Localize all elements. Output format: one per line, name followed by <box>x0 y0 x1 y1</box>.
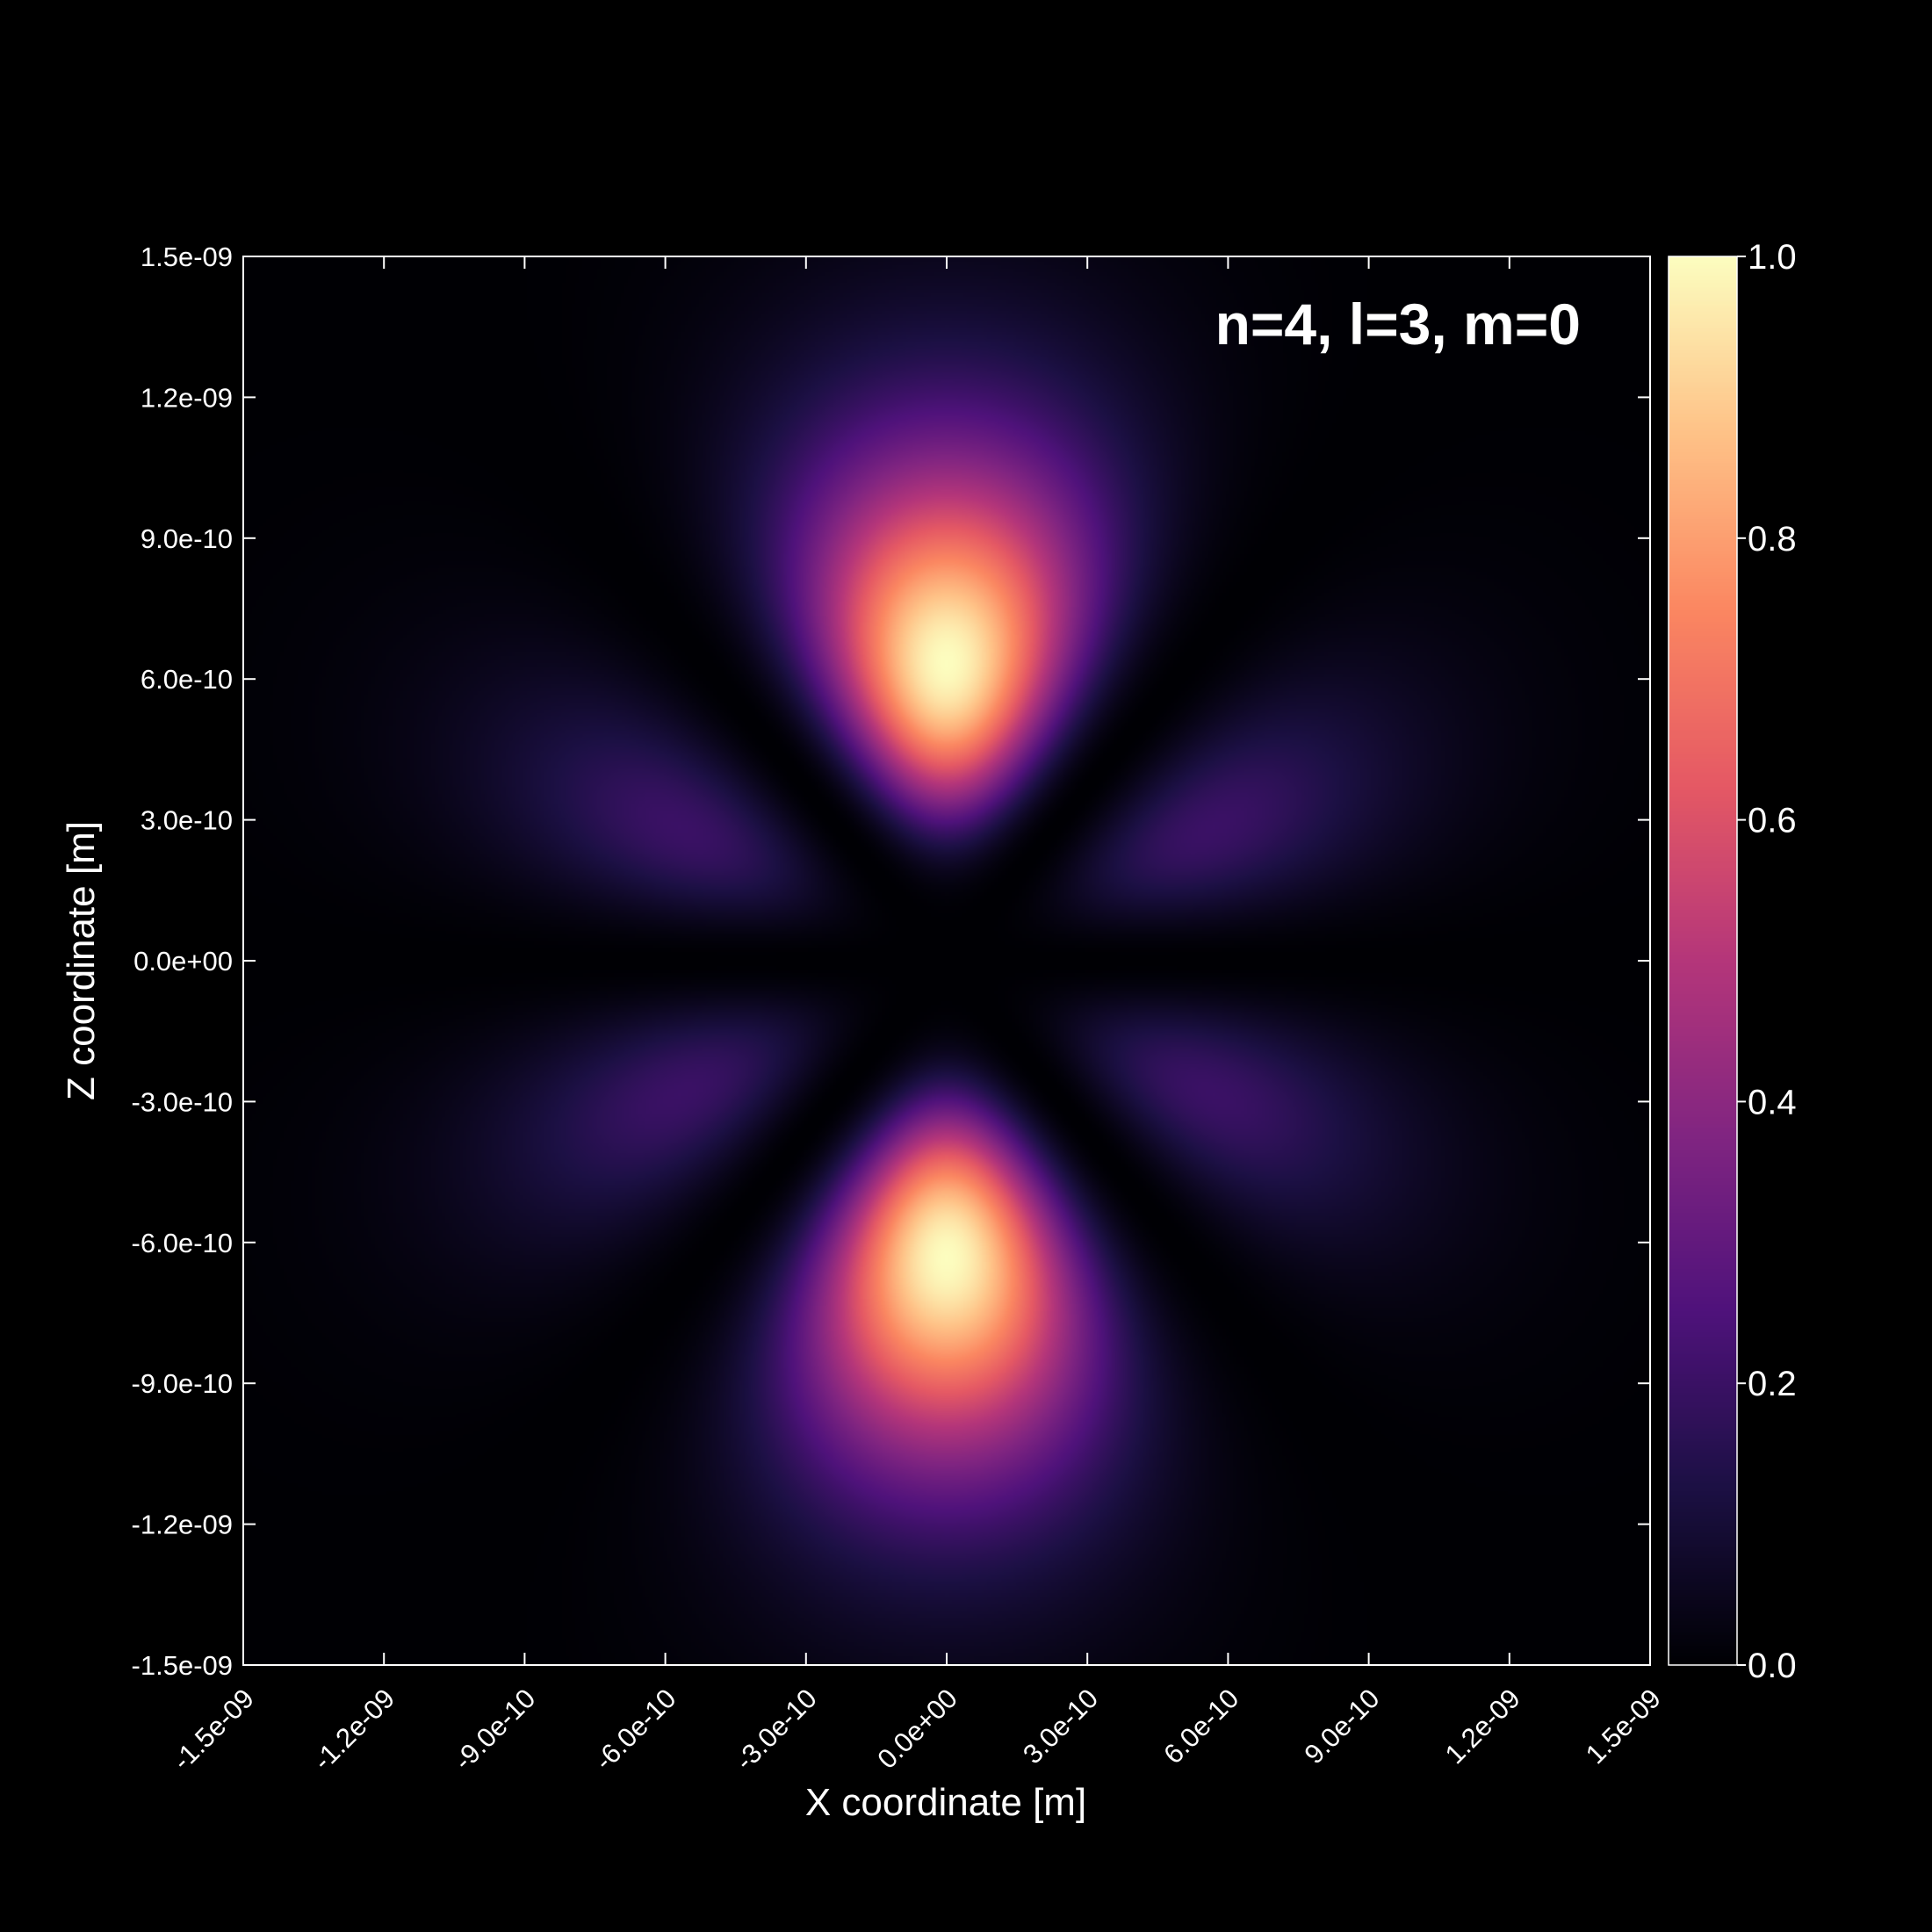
x-tick-label: 3.0e-10 <box>1017 1683 1104 1770</box>
y-tick-label: 6.0e-10 <box>141 664 233 695</box>
x-tick-label: 9.0e-10 <box>1298 1683 1385 1770</box>
y-tick-label: -9.0e-10 <box>132 1368 233 1399</box>
colorbar-frame <box>1668 256 1738 1666</box>
y-tick-label: -3.0e-10 <box>132 1086 233 1117</box>
colorbar-gradient <box>1669 256 1737 1665</box>
y-axis-label: Z coordinate [m] <box>60 821 103 1100</box>
y-axis-ticks: 1.5e-09 1.2e-09 9.0e-10 6.0e-10 3.0e-10 0.0e+… <box>132 242 1650 1681</box>
x-tick-label: -1.2e-09 <box>307 1683 400 1776</box>
colorbar-tick-label: 0.6 <box>1748 802 1797 840</box>
y-tick-label: 1.2e-09 <box>141 382 233 413</box>
colorbar-tick-label: 0.2 <box>1748 1365 1797 1403</box>
orbital-density-heatmap <box>243 256 1650 1665</box>
colorbar-tick-label: 0.0 <box>1748 1647 1797 1685</box>
y-tick-label: -1.2e-09 <box>132 1510 233 1540</box>
x-tick-label: 6.0e-10 <box>1157 1683 1244 1770</box>
colorbar-tick-label: 0.8 <box>1748 520 1797 559</box>
x-axis-ticks: -1.5e-09 -1.2e-09 -9.0e-10 -6.0e-10 -3.0e-10… <box>167 256 1667 1777</box>
plot-title: n=4, l=3, m=0 <box>1215 292 1581 357</box>
x-tick-label: 1.2e-09 <box>1439 1683 1526 1770</box>
y-tick-label: 1.5e-09 <box>141 242 233 272</box>
x-tick-label: -3.0e-10 <box>729 1683 822 1776</box>
colorbar-tick-label: 1.0 <box>1748 238 1797 277</box>
y-tick-label: 9.0e-10 <box>141 523 233 554</box>
x-axis-label: X coordinate [m] <box>805 1781 1086 1824</box>
y-tick-label: 0.0e+00 <box>133 946 233 977</box>
colorbar-tick-label: 0.4 <box>1748 1083 1797 1121</box>
plot-frame <box>242 256 1651 1666</box>
colorbar-ticks: 1.0 0.8 0.6 0.4 0.2 0.0 <box>1737 238 1797 1685</box>
y-tick-label: -1.5e-09 <box>132 1650 233 1681</box>
x-tick-label: -9.0e-10 <box>448 1683 541 1776</box>
y-tick-label: 3.0e-10 <box>141 805 233 836</box>
y-tick-label: -6.0e-10 <box>132 1228 233 1258</box>
x-tick-label: 0.0e+00 <box>871 1683 963 1775</box>
x-tick-label: 1.5e-09 <box>1580 1683 1667 1770</box>
x-tick-label: -1.5e-09 <box>167 1683 260 1776</box>
x-tick-label: -6.0e-10 <box>588 1683 681 1776</box>
